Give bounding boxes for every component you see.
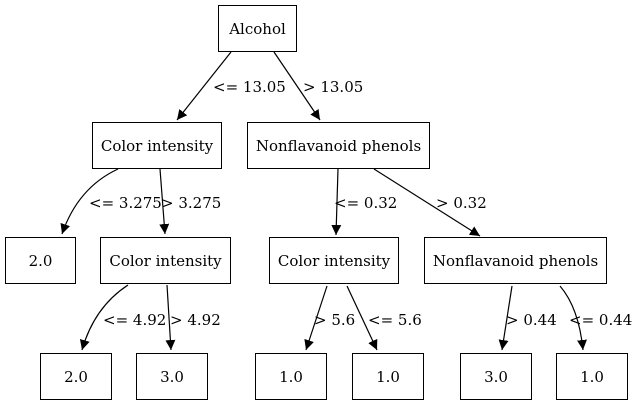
node-leaf-1-0-c: 1.0 xyxy=(556,353,628,400)
edge-label-l1-leafa: <= 3.275 xyxy=(89,194,162,212)
edge-label-r1-m2: <= 0.32 xyxy=(334,194,397,212)
edge-r1-m2: <= 0.32 xyxy=(331,168,397,236)
edge-m2-leafe: <= 5.6 xyxy=(346,285,422,351)
edge-root-r1: > 13.05 xyxy=(273,51,363,121)
edge-label-root-r1: > 13.05 xyxy=(303,78,363,96)
edge-label-l1-l2: > 3.275 xyxy=(161,194,221,212)
node-color-intensity-middle: Color intensity xyxy=(269,237,399,284)
edge-label-r2-leafg: <= 0.44 xyxy=(569,311,632,329)
edge-l2-leafb: <= 4.92 xyxy=(79,284,166,351)
node-alcohol: Alcohol xyxy=(218,5,297,52)
edge-l1-leafa: <= 3.275 xyxy=(60,168,162,235)
node-nonflavanoid-phenols-top: Nonflavanoid phenols xyxy=(247,122,430,169)
node-leaf-1-0-b: 1.0 xyxy=(352,353,424,400)
node-color-intensity-left: Color intensity xyxy=(92,122,222,169)
edge-label-l2-leafb: <= 4.92 xyxy=(103,311,166,329)
edge-l1-l2: > 3.275 xyxy=(159,168,221,235)
node-color-intensity-lower-left: Color intensity xyxy=(100,237,231,284)
edge-l2-leafc: > 4.92 xyxy=(165,284,221,351)
node-leaf-3-0-a: 3.0 xyxy=(136,353,208,400)
edge-m2-leafd: > 5.6 xyxy=(304,285,355,351)
node-leaf-2-0-a: 2.0 xyxy=(5,237,76,284)
node-leaf-2-0-b: 2.0 xyxy=(40,353,112,400)
edge-label-m2-leafe: <= 5.6 xyxy=(368,311,422,329)
edge-r1-r2: > 0.32 xyxy=(373,168,487,237)
edge-r2-leafg: <= 0.44 xyxy=(559,285,632,351)
edge-root-l1: <= 13.05 xyxy=(176,51,286,121)
edge-label-r2-leaff: > 0.44 xyxy=(506,311,557,329)
node-nonflavanoid-phenols-right: Nonflavanoid phenols xyxy=(424,237,607,284)
node-leaf-1-0-a: 1.0 xyxy=(255,353,327,400)
node-leaf-3-0-b: 3.0 xyxy=(460,353,532,400)
edge-r2-leaff: > 0.44 xyxy=(498,285,557,351)
edge-label-l2-leafc: > 4.92 xyxy=(170,311,221,329)
edge-label-root-l1: <= 13.05 xyxy=(213,78,286,96)
edge-label-m2-leafd: > 5.6 xyxy=(314,311,355,329)
edge-label-r1-r2: > 0.32 xyxy=(436,194,487,212)
